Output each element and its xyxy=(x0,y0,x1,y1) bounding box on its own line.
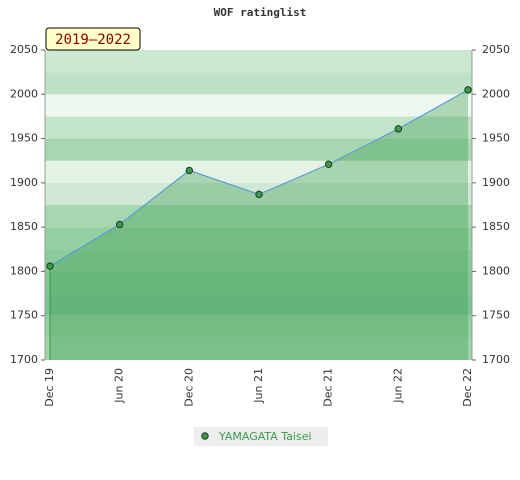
y2-tick-label: 1750 xyxy=(482,309,510,322)
x-tick-label: Dec 19 xyxy=(43,368,56,407)
band xyxy=(45,337,472,360)
background-bands xyxy=(45,50,472,360)
marker xyxy=(464,86,472,94)
x-tick-label: Jun 21 xyxy=(252,368,265,404)
band xyxy=(45,271,472,294)
legend xyxy=(194,427,328,446)
period-label: 2019–2022 xyxy=(55,32,131,48)
band xyxy=(45,227,472,250)
y2-tick-label: 1800 xyxy=(482,264,510,277)
y2-tick-label: 2050 xyxy=(482,43,510,56)
legend-marker xyxy=(201,432,209,440)
x-tick-label: Dec 22 xyxy=(461,368,474,407)
y2-tick-label: 1700 xyxy=(482,353,510,366)
x-tick-label: Jun 22 xyxy=(391,368,404,404)
period-box xyxy=(45,27,141,51)
marker xyxy=(185,166,194,175)
band xyxy=(45,315,472,338)
band xyxy=(45,50,472,73)
y2-tick-label: 1900 xyxy=(482,176,510,189)
y-tick-label: 1700 xyxy=(10,353,38,366)
y-tick-label: 2050 xyxy=(10,43,38,56)
y2-tick-label: 2000 xyxy=(482,87,510,100)
marker xyxy=(255,190,263,199)
marker xyxy=(324,160,333,168)
y2-tick-label: 1950 xyxy=(482,132,510,145)
y-tick-label: 1750 xyxy=(10,309,38,322)
band xyxy=(45,138,472,161)
band xyxy=(45,293,472,316)
marker xyxy=(394,125,403,133)
legend-label: YAMAGATA Taisei xyxy=(218,430,312,443)
y-tick-label: 1900 xyxy=(10,176,38,189)
y-tick-label: 2000 xyxy=(10,87,38,100)
area xyxy=(50,89,468,360)
band xyxy=(45,160,472,183)
band xyxy=(45,116,472,139)
band xyxy=(45,94,472,117)
x-tick-label: Dec 21 xyxy=(322,368,335,407)
y-tick-label: 1800 xyxy=(10,264,38,277)
y2-tick-label: 1850 xyxy=(482,220,510,233)
y-tick-label: 1850 xyxy=(10,220,38,233)
chart-title: WOF ratinglist xyxy=(214,6,307,19)
plot xyxy=(41,49,476,361)
marker xyxy=(115,220,124,229)
band xyxy=(45,205,472,228)
marker xyxy=(46,262,54,270)
x-tick-label: Dec 20 xyxy=(182,368,195,407)
band xyxy=(45,249,472,272)
x-tick-label: Jun 20 xyxy=(113,368,126,404)
band xyxy=(45,72,472,95)
y-tick-label: 1950 xyxy=(10,132,38,145)
